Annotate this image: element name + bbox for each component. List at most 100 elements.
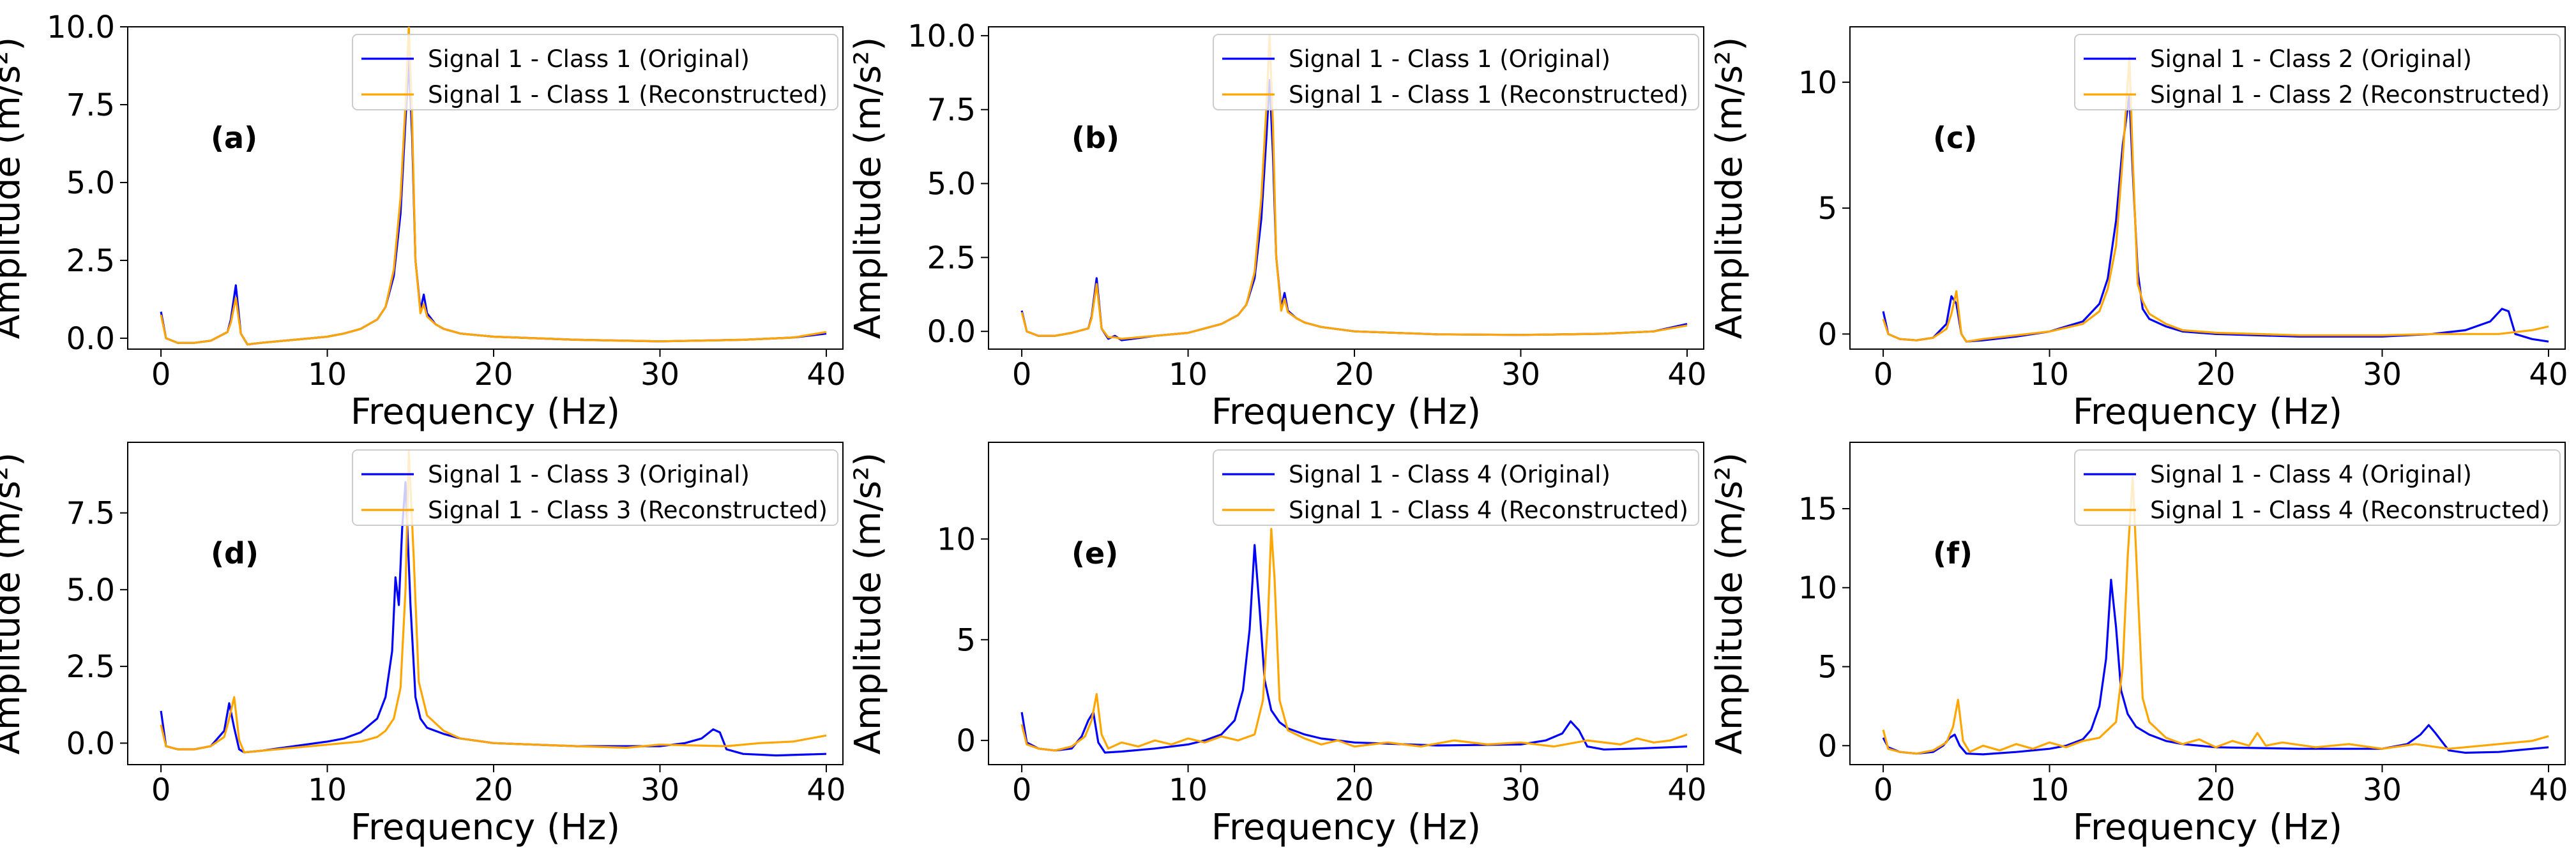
x-tick-label: 20 — [1335, 357, 1374, 393]
y-tick-label: 0 — [1817, 317, 1837, 352]
x-tick-label: 30 — [2363, 357, 2402, 393]
x-tick-label: 0 — [1012, 357, 1032, 393]
panel-label: (b) — [1072, 121, 1119, 155]
x-axis-label: Frequency (Hz) — [2073, 391, 2342, 433]
panel-label: (c) — [1933, 121, 1977, 155]
series-line-reconstructed — [160, 450, 827, 754]
y-tick-label: 7.5 — [66, 496, 115, 532]
y-axis-label: Amplitude (m/s²) — [1709, 453, 1750, 755]
x-tick-label: 10 — [308, 357, 347, 393]
chart-panel-4: 0 10 20 30 40 0.0 2.5 5.0 7.5 Frequency (Hz) Ampli… — [0, 442, 845, 848]
y-tick-label: 10.0 — [907, 19, 976, 54]
series-line-reconstructed — [1020, 528, 1688, 752]
panel-label: (d) — [211, 536, 259, 571]
y-tick-label: 10 — [1798, 65, 1837, 101]
y-tick-label: 7.5 — [927, 93, 976, 128]
panel-label: (e) — [1072, 536, 1118, 571]
y-tick-label: 5 — [1817, 191, 1837, 227]
legend-box — [352, 34, 838, 110]
y-tick-label: 15 — [1798, 491, 1837, 527]
y-tick-label: 5.0 — [66, 573, 115, 608]
x-tick-label: 10 — [1169, 772, 1208, 808]
series-line-reconstructed — [160, 27, 827, 346]
legend-box — [2074, 449, 2561, 526]
x-tick-label: 10 — [2030, 357, 2069, 393]
x-tick-label: 20 — [474, 772, 513, 808]
legend-entry: Signal 1 - Class 2 (Original) — [2150, 45, 2472, 73]
x-axis-label: Frequency (Hz) — [351, 807, 620, 848]
x-tick-label: 30 — [2363, 772, 2402, 808]
y-tick-label: 5 — [1817, 650, 1837, 685]
y-tick-label: 0.0 — [66, 321, 115, 357]
series-line-reconstructed — [1882, 56, 2549, 343]
y-tick-label: 5 — [956, 622, 976, 658]
x-tick-label: 40 — [2529, 357, 2568, 393]
chart-panel-2: 0 10 20 30 40 0.0 2.5 5.0 7.5 10.0 Frequency (Hz) A… — [847, 19, 1706, 433]
y-tick-label: 0 — [956, 723, 976, 759]
x-tick-label: 0 — [1874, 772, 1893, 808]
panel-label: (a) — [211, 121, 257, 155]
x-tick-label: 20 — [474, 357, 513, 393]
x-tick-label: 0 — [151, 357, 171, 393]
legend-entry: Signal 1 - Class 1 (Original) — [1289, 45, 1610, 73]
y-tick-label: 2.5 — [66, 649, 115, 685]
legend-box — [2074, 34, 2561, 110]
x-tick-label: 30 — [640, 357, 679, 393]
legend-entry: Signal 1 - Class 3 (Reconstructed) — [428, 497, 828, 524]
y-tick-label: 0.0 — [927, 314, 976, 350]
x-tick-label: 10 — [308, 772, 347, 808]
y-tick-label: 0.0 — [66, 726, 115, 761]
x-tick-label: 10 — [2030, 772, 2069, 808]
series-line-original — [1882, 578, 2549, 756]
x-tick-label: 30 — [640, 772, 679, 808]
legend-entry: Signal 1 - Class 4 (Original) — [1289, 461, 1610, 488]
series-line-reconstructed — [1020, 34, 1688, 340]
x-tick-label: 0 — [151, 772, 171, 808]
x-tick-label: 20 — [2196, 772, 2235, 808]
x-tick-label: 40 — [807, 772, 845, 808]
x-tick-label: 40 — [807, 357, 845, 393]
x-tick-label: 40 — [2529, 772, 2568, 808]
legend-entry: Signal 1 - Class 1 (Original) — [428, 45, 750, 73]
legend-entry: Signal 1 - Class 4 (Original) — [2150, 461, 2472, 488]
x-tick-label: 20 — [2196, 357, 2235, 393]
y-axis-label: Amplitude (m/s²) — [0, 37, 28, 340]
y-tick-label: 0 — [1817, 728, 1837, 764]
y-tick-label: 5.0 — [927, 167, 976, 202]
chart-panel-6: 0 10 20 30 40 0 5 10 15 Frequency (Hz) Amplitude (… — [1709, 442, 2568, 848]
y-axis-label: Amplitude (m/s²) — [0, 453, 28, 755]
legend-box — [1213, 34, 1699, 110]
y-tick-label: 2.5 — [66, 243, 115, 279]
legend-entry: Signal 1 - Class 4 (Reconstructed) — [2150, 497, 2550, 524]
y-axis-label: Amplitude (m/s²) — [847, 453, 889, 755]
y-axis-label: Amplitude (m/s²) — [1709, 37, 1750, 340]
legend-box — [352, 449, 838, 526]
x-tick-label: 40 — [1667, 772, 1706, 808]
y-axis-label: Amplitude (m/s²) — [847, 37, 889, 340]
x-axis-label: Frequency (Hz) — [2073, 807, 2342, 848]
x-tick-label: 30 — [1501, 357, 1540, 393]
y-tick-label: 10 — [937, 522, 976, 558]
x-tick-label: 10 — [1169, 357, 1208, 393]
x-tick-label: 20 — [1335, 772, 1374, 808]
legend-box — [1213, 449, 1699, 526]
y-tick-label: 7.5 — [66, 87, 115, 123]
x-tick-label: 40 — [1667, 357, 1706, 393]
x-axis-label: Frequency (Hz) — [1211, 807, 1481, 848]
x-axis-label: Frequency (Hz) — [1211, 391, 1481, 433]
y-tick-label: 2.5 — [927, 240, 976, 276]
legend-entry: Signal 1 - Class 3 (Original) — [428, 461, 750, 488]
legend-entry: Signal 1 - Class 1 (Reconstructed) — [428, 81, 828, 109]
panel-label: (f) — [1933, 536, 1973, 571]
series-line-original — [1020, 544, 1688, 754]
x-axis-label: Frequency (Hz) — [351, 391, 620, 433]
x-tick-label: 0 — [1012, 772, 1032, 808]
legend-entry: Signal 1 - Class 2 (Reconstructed) — [2150, 81, 2550, 109]
y-tick-label: 10.0 — [47, 10, 115, 45]
series-line-reconstructed — [1882, 475, 2549, 755]
legend-entry: Signal 1 - Class 4 (Reconstructed) — [1289, 497, 1688, 524]
legend-entry: Signal 1 - Class 1 (Reconstructed) — [1289, 81, 1688, 109]
